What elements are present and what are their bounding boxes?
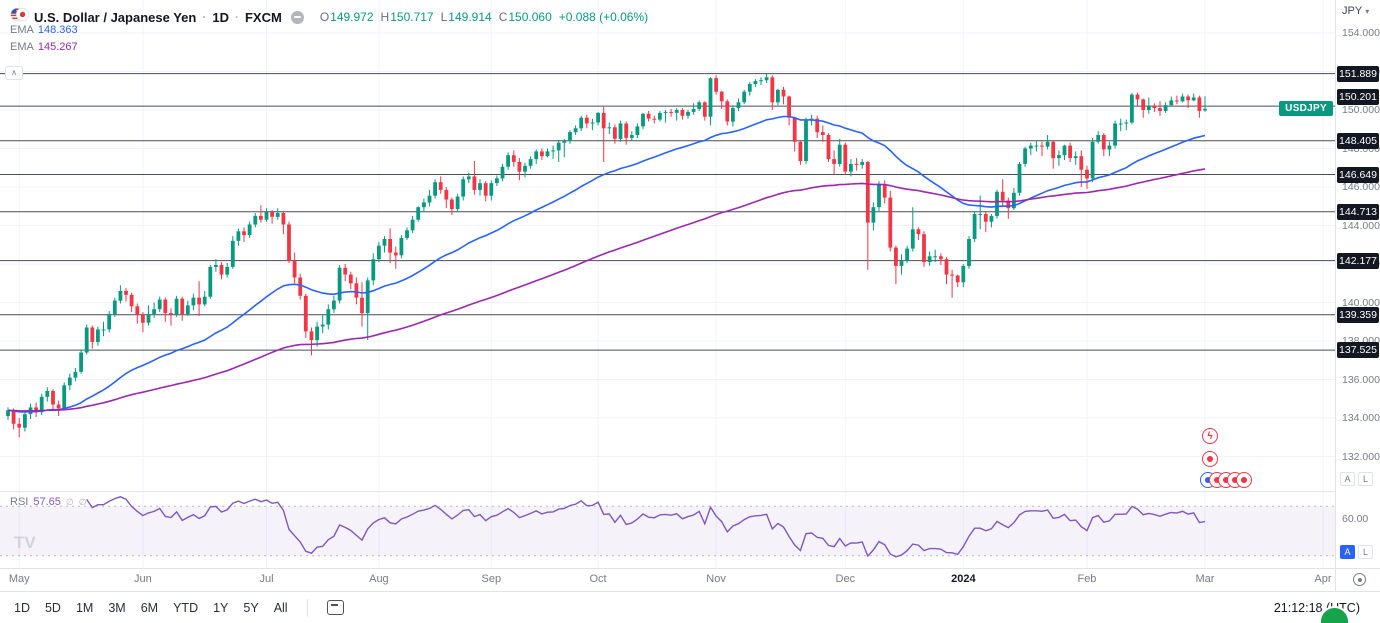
price-scale-mode-buttons: A L <box>1340 472 1373 486</box>
time-axis-label: Jul <box>259 573 274 585</box>
candlestick-chart[interactable] <box>0 0 1335 568</box>
time-axis-label: 2024 <box>951 573 976 585</box>
price-axis-label: 144.000 <box>1342 219 1380 232</box>
range-button-1Y[interactable]: 1Y <box>213 600 229 615</box>
rsi-log-scale-button[interactable]: L <box>1358 545 1373 559</box>
price-level-badge[interactable]: 151.889 <box>1337 65 1379 82</box>
auto-scale-button[interactable]: A <box>1340 472 1355 486</box>
range-button-YTD[interactable]: YTD <box>173 600 199 615</box>
market-status-icon[interactable] <box>290 10 304 24</box>
go-to-date-button[interactable] <box>326 600 344 615</box>
event-flag-icon[interactable] <box>1236 472 1252 488</box>
price-level-badge[interactable]: 146.649 <box>1337 166 1379 183</box>
ohlc-values: O 149.972 H 150.717 L 149.914 C 150.060 +0.0… <box>313 10 648 24</box>
bottom-toolbar: 1D 5D 1M 3M 6M YTD 1Y 5Y All 21:12:18 (UTC) <box>0 591 1380 623</box>
time-axis-label: Feb <box>1077 573 1097 585</box>
exchange-label: FXCM <box>244 9 282 25</box>
change-value: +0.088 (+0.06%) <box>558 10 649 24</box>
time-axis-label: Aug <box>369 573 389 585</box>
instrument-icon <box>10 5 30 29</box>
time-axis-label: Jun <box>133 573 152 585</box>
chart-canvas[interactable]: U.S. Dollar / Japanese Yen · 1D · FXCM O… <box>0 0 1335 568</box>
rsi-axis-label: 60.00 <box>1342 513 1369 525</box>
range-selector: 1D 5D 1M 3M 6M YTD 1Y 5Y All <box>14 598 344 617</box>
price-axis-label: 154.000 <box>1342 27 1380 39</box>
rsi-label: RSI <box>10 496 29 508</box>
lightning-event-icon[interactable]: ϟ <box>1202 428 1218 444</box>
price-axis-label: 136.000 <box>1342 373 1380 386</box>
time-axis-label: Oct <box>589 573 607 585</box>
price-level-badge[interactable]: 137.525 <box>1337 342 1379 359</box>
high-value: 150.717 <box>390 10 434 24</box>
scroll-to-realtime-icon[interactable] <box>1353 573 1366 586</box>
time-axis-divider <box>0 568 1380 569</box>
price-level-badge[interactable]: 148.405 <box>1337 132 1379 149</box>
price-axis-label: 134.000 <box>1342 412 1380 424</box>
ema-label: EMA <box>10 24 34 36</box>
open-label: O <box>319 10 330 24</box>
price-level-badge[interactable]: 144.713 <box>1337 203 1379 220</box>
ema-slow-value: 145.267 <box>37 41 78 53</box>
range-button-3M[interactable]: 3M <box>108 600 126 615</box>
price-axis-label: 146.000 <box>1342 181 1380 193</box>
rsi-scale-mode-buttons: A L <box>1340 545 1373 559</box>
rsi-auto-scale-button[interactable]: A <box>1340 545 1355 559</box>
ema-slow-legend[interactable]: EMA 145.267 <box>10 41 78 53</box>
ema-label: EMA <box>10 41 34 53</box>
price-level-badge[interactable]: 139.359 <box>1337 306 1379 323</box>
close-value: 150.060 <box>508 10 552 24</box>
chevron-down-icon: ▾ <box>1365 6 1370 16</box>
price-scale[interactable]: JPY ▾ 154.000152.000150.000148.000146.00… <box>1335 0 1380 591</box>
rsi-indicator-header[interactable]: RSI 57.65 ∅ ∅ <box>10 496 87 508</box>
range-button-All[interactable]: All <box>273 600 288 615</box>
interval-label[interactable]: 1D <box>212 9 229 25</box>
price-axis-label: 140.000 <box>1342 296 1380 309</box>
currency-dropdown[interactable]: JPY ▾ <box>1342 5 1369 17</box>
price-axis-label: 150.000 <box>1342 104 1380 116</box>
time-axis-label: Nov <box>706 573 726 585</box>
symbol-title[interactable]: U.S. Dollar / Japanese Yen <box>34 9 197 25</box>
collapse-pane-button[interactable]: ∧ <box>5 66 23 80</box>
low-value: 149.914 <box>448 10 492 24</box>
rsi-value: 57.65 <box>33 496 61 508</box>
record-event-icon[interactable] <box>1202 451 1218 467</box>
range-button-1D[interactable]: 1D <box>14 600 30 615</box>
high-label: H <box>380 10 390 24</box>
time-axis-label: Mar <box>1195 573 1215 585</box>
open-value: 149.972 <box>330 10 374 24</box>
tradingview-watermark[interactable]: TV <box>14 533 36 552</box>
price-level-badge[interactable]: 142.177 <box>1337 252 1379 269</box>
symbol-header: U.S. Dollar / Japanese Yen · 1D · FXCM O… <box>10 5 648 29</box>
low-label: L <box>440 10 448 24</box>
empty-set-icon: ∅ <box>78 496 87 507</box>
price-axis-label: 132.000 <box>1342 450 1380 463</box>
symbol-price-badge[interactable]: USDJPY <box>1279 101 1333 116</box>
time-scale[interactable]: May Jun Jul Aug Sep Oct Nov Dec 2024 Feb Mar Apr <box>0 569 1335 591</box>
time-axis-label: Sep <box>481 573 502 585</box>
close-label: C <box>498 10 508 24</box>
range-button-1M[interactable]: 1M <box>75 600 94 615</box>
log-scale-button[interactable]: L <box>1358 472 1373 486</box>
time-axis-label: Dec <box>835 573 856 585</box>
time-axis-label: Apr <box>1314 573 1332 585</box>
empty-set-icon: ∅ <box>65 496 74 507</box>
range-button-6M[interactable]: 6M <box>140 600 159 615</box>
ema-fast-legend[interactable]: EMA 148.363 <box>10 24 78 36</box>
currency-label: JPY <box>1342 5 1363 17</box>
price-level-badge[interactable]: 150.201 <box>1337 89 1379 106</box>
economic-events-cluster[interactable] <box>1200 472 1252 488</box>
range-button-5D[interactable]: 5D <box>44 600 61 615</box>
ema-fast-value: 148.363 <box>37 24 78 36</box>
range-button-5Y[interactable]: 5Y <box>243 600 259 615</box>
separator-dot: · <box>234 10 239 24</box>
time-axis-label: May <box>8 573 30 585</box>
separator-dot: · <box>202 10 207 24</box>
toolbar-divider <box>306 598 308 617</box>
